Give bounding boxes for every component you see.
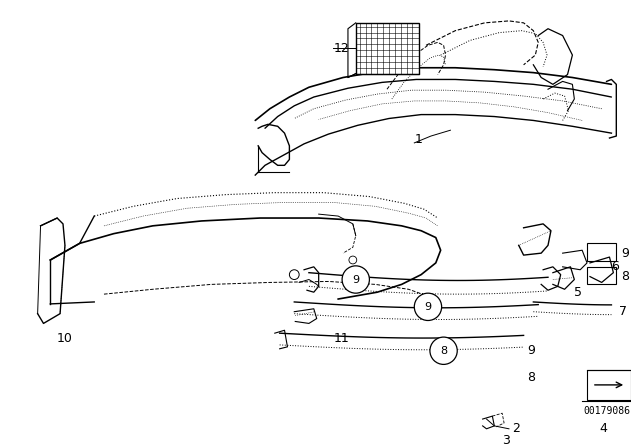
Text: 4: 4 [600,422,607,435]
Bar [356,23,419,73]
Text: 8: 8 [527,370,535,383]
Text: 10: 10 [57,332,73,345]
Text: 9: 9 [527,344,535,357]
Circle shape [414,293,442,320]
Text: 5: 5 [574,286,582,299]
Text: 9: 9 [424,302,431,312]
Text: 6: 6 [611,260,620,273]
Text: 00179086: 00179086 [583,406,630,416]
Text: 3: 3 [502,434,510,447]
Text: 8: 8 [621,270,629,283]
Circle shape [430,337,457,364]
Text: 2: 2 [512,422,520,435]
Text: 11: 11 [333,332,349,345]
Text: 9: 9 [352,275,359,284]
Circle shape [342,266,369,293]
Text: 1: 1 [414,134,422,146]
Bar [587,370,631,400]
Text: 7: 7 [620,305,627,318]
Text: 8: 8 [440,346,447,356]
Text: 9: 9 [621,247,629,260]
Text: 12: 12 [333,42,349,55]
